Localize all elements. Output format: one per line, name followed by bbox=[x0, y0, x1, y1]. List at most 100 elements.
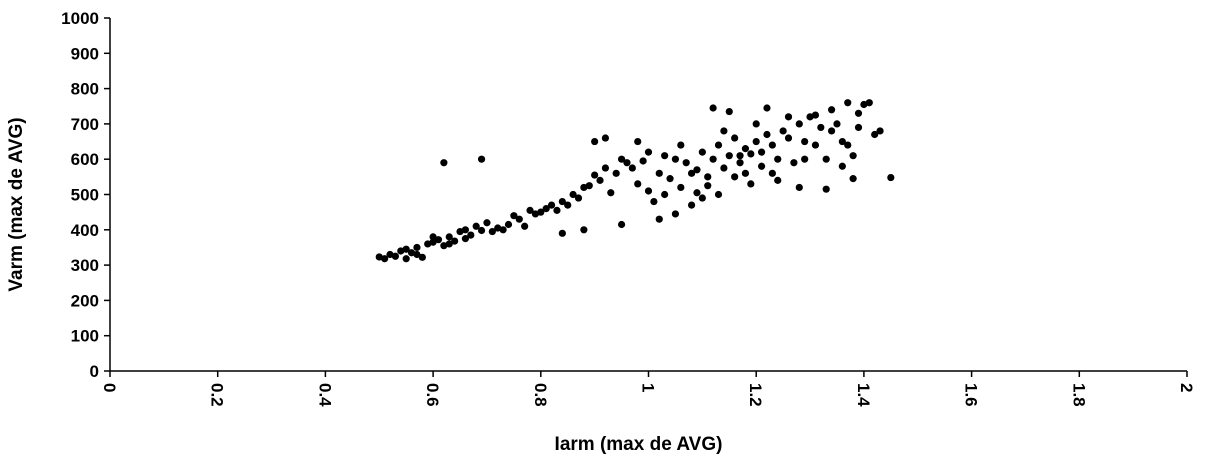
x-tick-label: 0.2 bbox=[208, 383, 227, 407]
y-tick-label: 900 bbox=[71, 44, 99, 63]
data-point bbox=[661, 190, 669, 199]
data-point bbox=[644, 187, 653, 195]
x-tick-label: 1.2 bbox=[746, 383, 765, 407]
data-point bbox=[381, 255, 389, 263]
data-point bbox=[515, 215, 523, 223]
data-point bbox=[757, 148, 766, 156]
y-tick-label: 800 bbox=[71, 80, 99, 99]
data-point bbox=[677, 141, 685, 149]
data-point bbox=[472, 222, 480, 230]
data-point bbox=[617, 220, 626, 229]
data-point bbox=[521, 222, 529, 230]
data-point bbox=[671, 210, 680, 218]
data-point bbox=[687, 169, 696, 177]
data-point bbox=[445, 240, 453, 248]
y-tick-label: 100 bbox=[71, 327, 99, 346]
data-point bbox=[591, 171, 599, 179]
data-point bbox=[477, 155, 486, 163]
data-point bbox=[585, 182, 593, 190]
y-tick-label: 600 bbox=[71, 150, 99, 169]
x-tick-label: 1.8 bbox=[1069, 383, 1088, 407]
data-point bbox=[693, 189, 701, 197]
data-point bbox=[569, 190, 577, 199]
data-point bbox=[510, 212, 518, 220]
x-axis-title: Iarm (max de AVG) bbox=[555, 434, 723, 455]
data-point bbox=[725, 107, 733, 116]
data-point bbox=[612, 169, 620, 177]
data-point bbox=[634, 137, 642, 146]
data-point bbox=[451, 237, 459, 245]
data-point bbox=[752, 120, 760, 128]
x-tick-label: 0 bbox=[100, 383, 119, 392]
y-axis-title: Varm (max de AVG) bbox=[6, 117, 27, 291]
data-point bbox=[849, 175, 857, 183]
data-point bbox=[763, 104, 771, 112]
data-point bbox=[596, 176, 604, 184]
data-point bbox=[623, 159, 631, 167]
data-point bbox=[849, 152, 857, 160]
data-point bbox=[440, 159, 448, 167]
data-point bbox=[747, 180, 755, 188]
y-ticks: 0 100 200 300 400 500 600 700 800 900 1000 bbox=[61, 9, 110, 381]
data-point bbox=[639, 157, 647, 165]
data-point bbox=[693, 166, 701, 174]
data-point bbox=[461, 235, 470, 243]
data-point bbox=[801, 137, 809, 146]
data-point bbox=[467, 231, 475, 239]
data-point bbox=[698, 148, 706, 156]
data-point bbox=[822, 185, 830, 193]
data-point bbox=[811, 111, 820, 119]
data-point bbox=[887, 173, 895, 182]
data-point bbox=[731, 173, 739, 181]
y-tick-label: 300 bbox=[71, 256, 99, 275]
data-point bbox=[714, 190, 723, 199]
x-tick-label: 1.6 bbox=[962, 383, 981, 407]
data-point bbox=[801, 155, 809, 163]
data-point bbox=[553, 206, 561, 214]
data-point bbox=[876, 127, 884, 135]
data-point bbox=[655, 215, 663, 223]
data-point bbox=[854, 109, 863, 117]
data-point bbox=[418, 253, 426, 261]
data-point bbox=[774, 155, 782, 163]
data-point bbox=[580, 226, 588, 234]
data-point bbox=[811, 141, 820, 149]
data-point bbox=[413, 243, 421, 252]
data-point bbox=[871, 130, 879, 139]
y-tick-label: 500 bbox=[71, 186, 99, 205]
x-tick-label: 0.6 bbox=[423, 383, 442, 407]
data-point bbox=[671, 155, 680, 163]
data-point bbox=[591, 137, 599, 146]
data-point bbox=[817, 123, 825, 132]
data-point bbox=[634, 180, 642, 188]
x-ticks: 0 0.2 0.4 0.6 0.8 1 1.2 1.4 1.6 1.8 2 bbox=[100, 371, 1196, 407]
y-tick-label: 1000 bbox=[61, 9, 99, 28]
data-point bbox=[720, 164, 728, 172]
data-point bbox=[704, 182, 712, 190]
data-point bbox=[720, 127, 728, 135]
data-point bbox=[542, 205, 550, 213]
data-point bbox=[628, 164, 636, 172]
data-point bbox=[747, 150, 755, 158]
data-point bbox=[854, 123, 863, 132]
data-point bbox=[666, 175, 674, 183]
data-point bbox=[402, 245, 410, 253]
data-point bbox=[736, 159, 744, 167]
data-point bbox=[601, 134, 610, 142]
data-point bbox=[574, 194, 583, 202]
data-point bbox=[784, 113, 793, 121]
data-point bbox=[526, 206, 534, 214]
data-point bbox=[838, 162, 846, 170]
data-point bbox=[779, 127, 787, 135]
data-point bbox=[483, 219, 491, 227]
data-point bbox=[827, 127, 836, 135]
data-point bbox=[391, 252, 400, 260]
data-points bbox=[375, 99, 895, 263]
data-point bbox=[768, 169, 776, 177]
data-point bbox=[768, 141, 776, 149]
data-point bbox=[736, 152, 744, 160]
data-point bbox=[731, 134, 739, 142]
y-tick-label: 700 bbox=[71, 115, 99, 134]
